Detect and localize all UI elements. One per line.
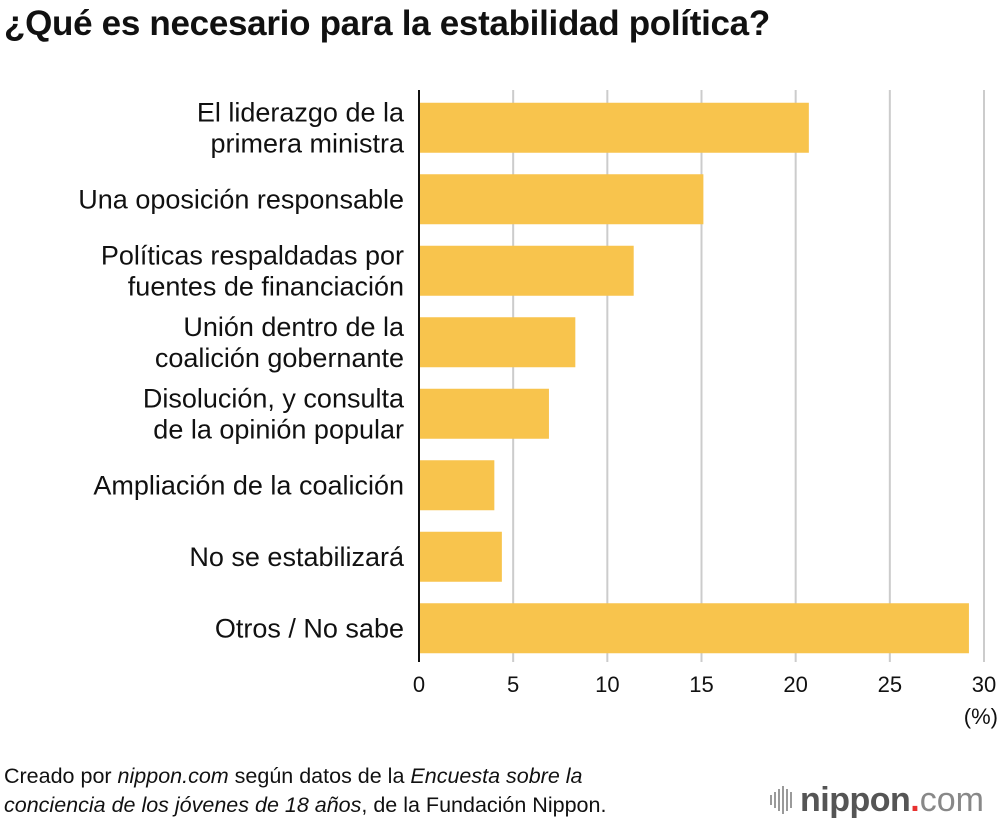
bar <box>419 245 634 296</box>
x-tick-label: 0 <box>413 672 425 697</box>
source-note: Creado por nippon.com según datos de la … <box>4 762 606 820</box>
category-label: Políticas respaldadas por <box>101 240 404 270</box>
category-label: No se estabilizará <box>189 542 405 572</box>
bar <box>419 388 549 439</box>
x-axis-unit-label: (%) <box>964 704 998 729</box>
source-site: nippon.com <box>117 764 229 788</box>
x-tick-label: 25 <box>878 672 902 697</box>
bar <box>419 317 576 368</box>
bar <box>419 102 809 153</box>
category-label: Disolución, y consulta <box>143 383 405 413</box>
x-tick-label: 30 <box>972 672 996 697</box>
x-tick-label: 5 <box>507 672 519 697</box>
category-label: Ampliación de la coalición <box>93 470 404 500</box>
source-survey-title-1: Encuesta sobre la <box>410 764 583 788</box>
x-tick-label: 15 <box>689 672 713 697</box>
source-line-1: Creado por nippon.com según datos de la … <box>4 764 583 788</box>
category-label: coalición gobernante <box>155 343 404 373</box>
source-survey-title-2: conciencia de los jóvenes de 18 años <box>4 793 362 817</box>
bar <box>419 460 495 511</box>
category-label: Unión dentro de la <box>183 312 405 342</box>
category-label: Otros / No sabe <box>215 613 404 643</box>
category-label: fuentes de financiación <box>128 271 404 301</box>
category-label: de la opinión popular <box>153 414 404 444</box>
category-label: El liderazgo de la <box>197 97 405 127</box>
x-tick-label: 10 <box>595 672 619 697</box>
x-tick-labels: 0 5 10 15 20 25 30 <box>413 672 996 697</box>
bar <box>419 174 704 225</box>
category-label: primera ministra <box>210 128 405 158</box>
chart-title: ¿Qué es necesario para la estabilidad po… <box>4 4 770 43</box>
x-tick-label: 20 <box>783 672 807 697</box>
bars <box>419 102 969 654</box>
bar <box>419 603 969 654</box>
nippon-logo: nippon. com <box>770 781 984 819</box>
bar <box>419 531 502 582</box>
category-label: Una oposición responsable <box>78 184 404 214</box>
source-line-2: conciencia de los jóvenes de 18 años, de… <box>4 793 607 817</box>
logo-sound-bars-icon <box>770 786 792 814</box>
